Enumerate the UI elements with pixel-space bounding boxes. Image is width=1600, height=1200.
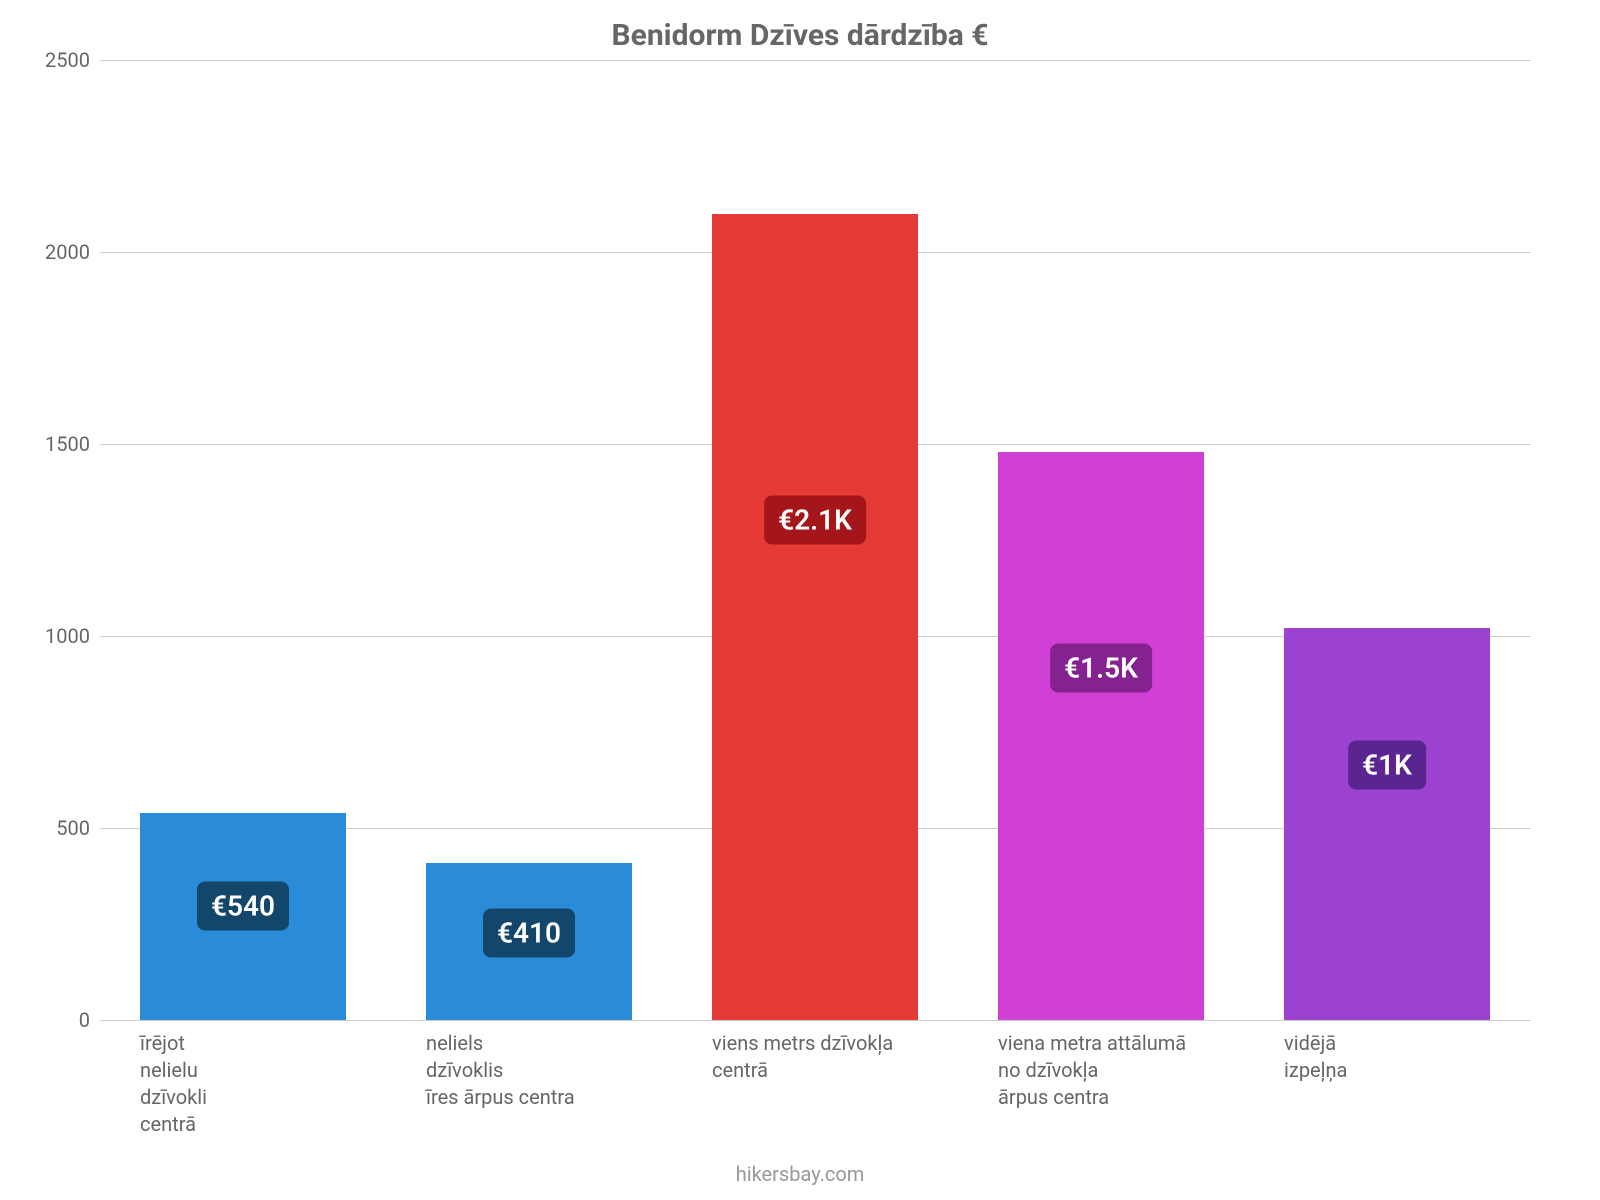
- bar-value-badge: €1K: [1348, 741, 1426, 790]
- plot-area: €540 €410 €2.1K €1.5K €1K: [100, 60, 1530, 1020]
- chart-title: Benidorm Dzīves dārdzība €: [0, 18, 1600, 53]
- x-axis-labels: īrējot nelielu dzīvokli centrā neliels dz…: [100, 1030, 1530, 1150]
- footer-attribution: hikersbay.com: [0, 1162, 1600, 1186]
- bar-value-badge: €2.1K: [764, 496, 866, 545]
- x-tick-label: viens metrs dzīvokļa centrā: [712, 1030, 918, 1084]
- y-tick-label: 1000: [10, 624, 90, 648]
- bar: [998, 452, 1204, 1020]
- x-tick-label: neliels dzīvoklis īres ārpus centra: [426, 1030, 632, 1111]
- bar-value-badge: €410: [483, 909, 575, 958]
- x-tick-label: īrējot nelielu dzīvokli centrā: [140, 1030, 346, 1138]
- gridline: [100, 1020, 1530, 1021]
- y-tick-label: 500: [10, 816, 90, 840]
- gridline: [100, 60, 1530, 61]
- x-tick-label: vidējā izpeļņa: [1284, 1030, 1490, 1084]
- chart-container: Benidorm Dzīves dārdzība € €540 €410 €2.1K…: [0, 0, 1600, 1200]
- y-axis: 05001000150020002500: [0, 60, 100, 1020]
- x-tick-label: viena metra attālumā no dzīvokļa ārpus c…: [998, 1030, 1204, 1111]
- bar: [712, 214, 918, 1020]
- bar-value-badge: €540: [197, 881, 289, 930]
- y-tick-label: 2000: [10, 240, 90, 264]
- y-tick-label: 2500: [10, 48, 90, 72]
- y-tick-label: 1500: [10, 432, 90, 456]
- bar-value-badge: €1.5K: [1050, 643, 1152, 692]
- bar: [1284, 628, 1490, 1020]
- y-tick-label: 0: [10, 1008, 90, 1032]
